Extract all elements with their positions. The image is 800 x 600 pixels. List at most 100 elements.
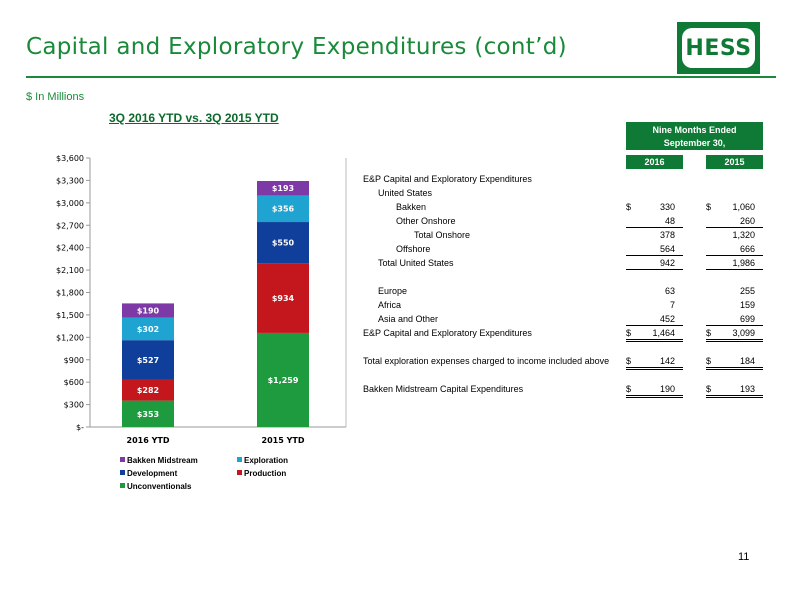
value-text: 942 [659,258,675,268]
row-label: Bakken Midstream Capital Expenditures [363,384,524,394]
value-cell-2015: 260 [706,215,763,228]
bar-segment [122,317,174,341]
row-label: Total exploration expenses charged to in… [363,356,610,366]
legend-label: Production [244,469,286,478]
bar-data-label: $193 [272,184,294,193]
y-tick-label: $600 [64,378,84,387]
row-label: E&P Capital and Exploratory Expenditures [363,328,532,338]
y-tick-label: $2,400 [56,244,84,253]
table-col-header-2016: 2016 [626,155,683,169]
value-cell-2016: $1,464 [626,327,683,342]
value-text: 142 [659,356,675,366]
value-cell-2016: 48 [626,215,683,228]
table-period-header-line2: September 30, [663,138,726,148]
value-text: 452 [659,314,675,324]
value-text: 193 [739,384,755,394]
bar-data-label: $550 [272,239,295,248]
value-cell-2015: $193 [706,383,763,398]
x-category-label: 2015 YTD [262,436,305,445]
value-text: 378 [659,230,675,240]
dollar-sign: $ [626,202,632,212]
value-cell-2015: 1,320 [706,229,763,241]
table-row: Bakken Midstream Capital Expenditures $19… [0,383,800,398]
y-tick-label: $1,800 [56,289,84,298]
hess-logo-text: HESS [685,35,752,61]
value-text: 699 [739,314,755,324]
table-row: Total Onshore 378 1,320 [0,229,800,242]
hess-logo-badge: HESS [682,28,755,68]
row-label: Other Onshore [396,216,456,226]
table-row: Other Onshore 48 260 [0,215,800,228]
row-label: Offshore [396,244,431,254]
y-tick-label: $- [76,423,84,432]
bar-data-label: $527 [137,356,159,365]
value-cell-2016: $142 [626,355,683,370]
value-text: 48 [664,216,675,226]
bar-data-label: $1,259 [268,376,299,385]
y-tick-label: $2,100 [56,266,84,275]
table-row: Europe 63 255 [0,285,800,298]
bar-data-label: $934 [272,294,295,303]
value-cell-2016: 452 [626,313,683,326]
value-text: 190 [659,384,675,394]
row-label: Total United States [378,258,454,268]
table-col-header-2015: 2015 [706,155,763,169]
bar-data-label: $356 [272,205,295,214]
y-tick-label: $3,300 [56,176,84,185]
x-category-label: 2016 YTD [127,436,170,445]
table-row: United States [0,187,800,200]
value-text: 159 [739,300,755,310]
value-text: 255 [739,286,755,296]
value-cell-2015: $184 [706,355,763,370]
table-row: Bakken $330 $1,060 [0,201,800,214]
value-text: 1,320 [732,230,755,240]
legend-swatch [120,483,125,488]
y-tick-label: $1,200 [56,333,84,342]
value-cell-2015: 159 [706,299,763,311]
bar-segment [257,332,309,427]
value-cell-2016: $190 [626,383,683,398]
y-tick-label: $3,600 [56,154,84,163]
row-label: United States [378,188,433,198]
bar-segment [122,400,174,427]
value-text: 330 [659,202,675,212]
bar-segment [257,263,309,333]
y-tick-label: $300 [64,401,84,410]
table-row: Asia and Other 452 699 [0,313,800,326]
value-text: 7 [669,300,675,310]
page-number: 11 [738,551,750,563]
value-cell-2015: 666 [706,243,763,256]
value-text: 63 [664,286,675,296]
value-text: 564 [659,244,675,254]
value-cell-2016: $330 [626,201,683,213]
dollar-sign: $ [706,202,712,212]
legend-label: Unconventionals [127,482,192,491]
value-text: 260 [739,216,755,226]
value-cell-2016: 378 [626,229,683,241]
table-period-header: Nine Months Ended September 30, [626,122,763,150]
page-title: Capital and Exploratory Expenditures (co… [26,34,567,60]
value-text: 3,099 [732,328,755,338]
table-row [0,369,800,382]
value-cell-2015: 699 [706,313,763,326]
y-tick-label: $3,000 [56,199,84,208]
bar-segment [257,222,309,264]
units-label: $ In Millions [26,91,85,103]
value-cell-2015: $3,099 [706,327,763,342]
legend-swatch [120,457,125,462]
y-tick-label: $900 [64,356,84,365]
bar-data-label: $353 [137,410,159,419]
title-divider [26,76,776,78]
legend-label: Development [127,469,178,478]
value-text: 184 [739,356,755,366]
dollar-sign: $ [706,328,712,338]
table-row: Offshore 564 666 [0,243,800,256]
value-cell-2016: 564 [626,243,683,256]
bar-segment [257,195,309,223]
bar-segment [122,340,174,380]
value-text: 1,986 [732,258,755,268]
value-cell-2015: 255 [706,285,763,297]
hess-logo: HESS [677,22,760,74]
legend-swatch [237,470,242,475]
bar-data-label: $302 [137,325,159,334]
